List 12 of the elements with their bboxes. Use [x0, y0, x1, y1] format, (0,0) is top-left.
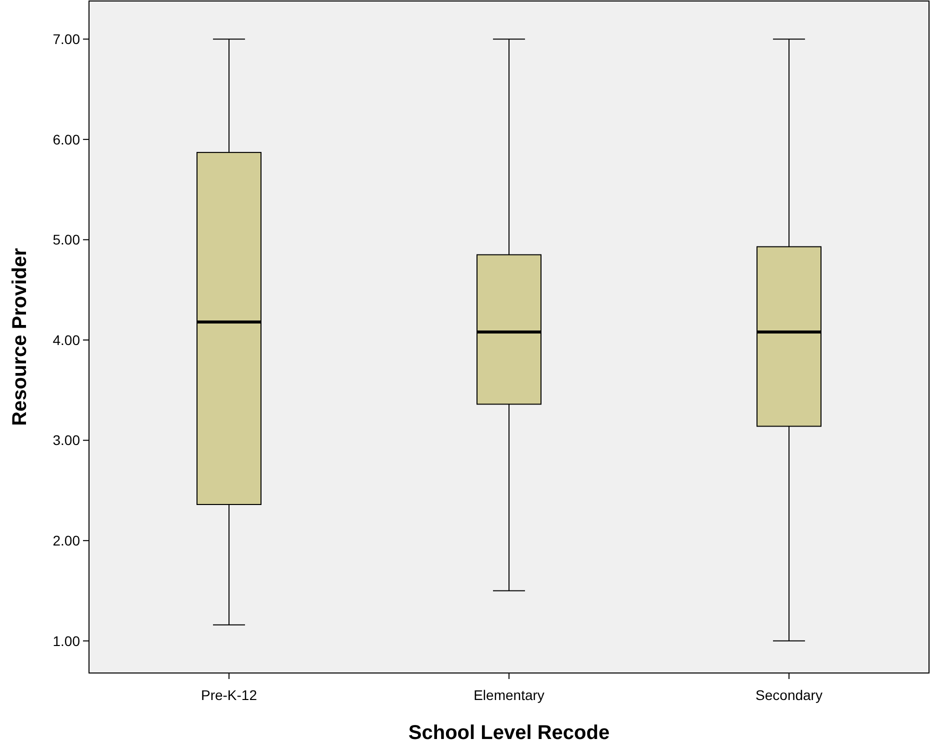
- y-tick-label: 5.00: [52, 232, 80, 248]
- x-axis-title: School Level Recode: [408, 722, 610, 744]
- y-tick-label: 4.00: [52, 332, 80, 348]
- x-tick-label: Elementary: [474, 687, 544, 703]
- y-tick-label: 6.00: [52, 131, 80, 148]
- x-tick-label: Secondary: [756, 687, 822, 703]
- y-axis-title: Resource Provider: [9, 248, 31, 426]
- y-tick-label: 2.00: [52, 532, 80, 549]
- y-tick-label: 3.00: [52, 432, 80, 448]
- y-tick-label: 7.00: [52, 31, 80, 48]
- y-tick-label: 1.00: [52, 632, 80, 649]
- x-tick-label: Pre-K-12: [200, 687, 258, 703]
